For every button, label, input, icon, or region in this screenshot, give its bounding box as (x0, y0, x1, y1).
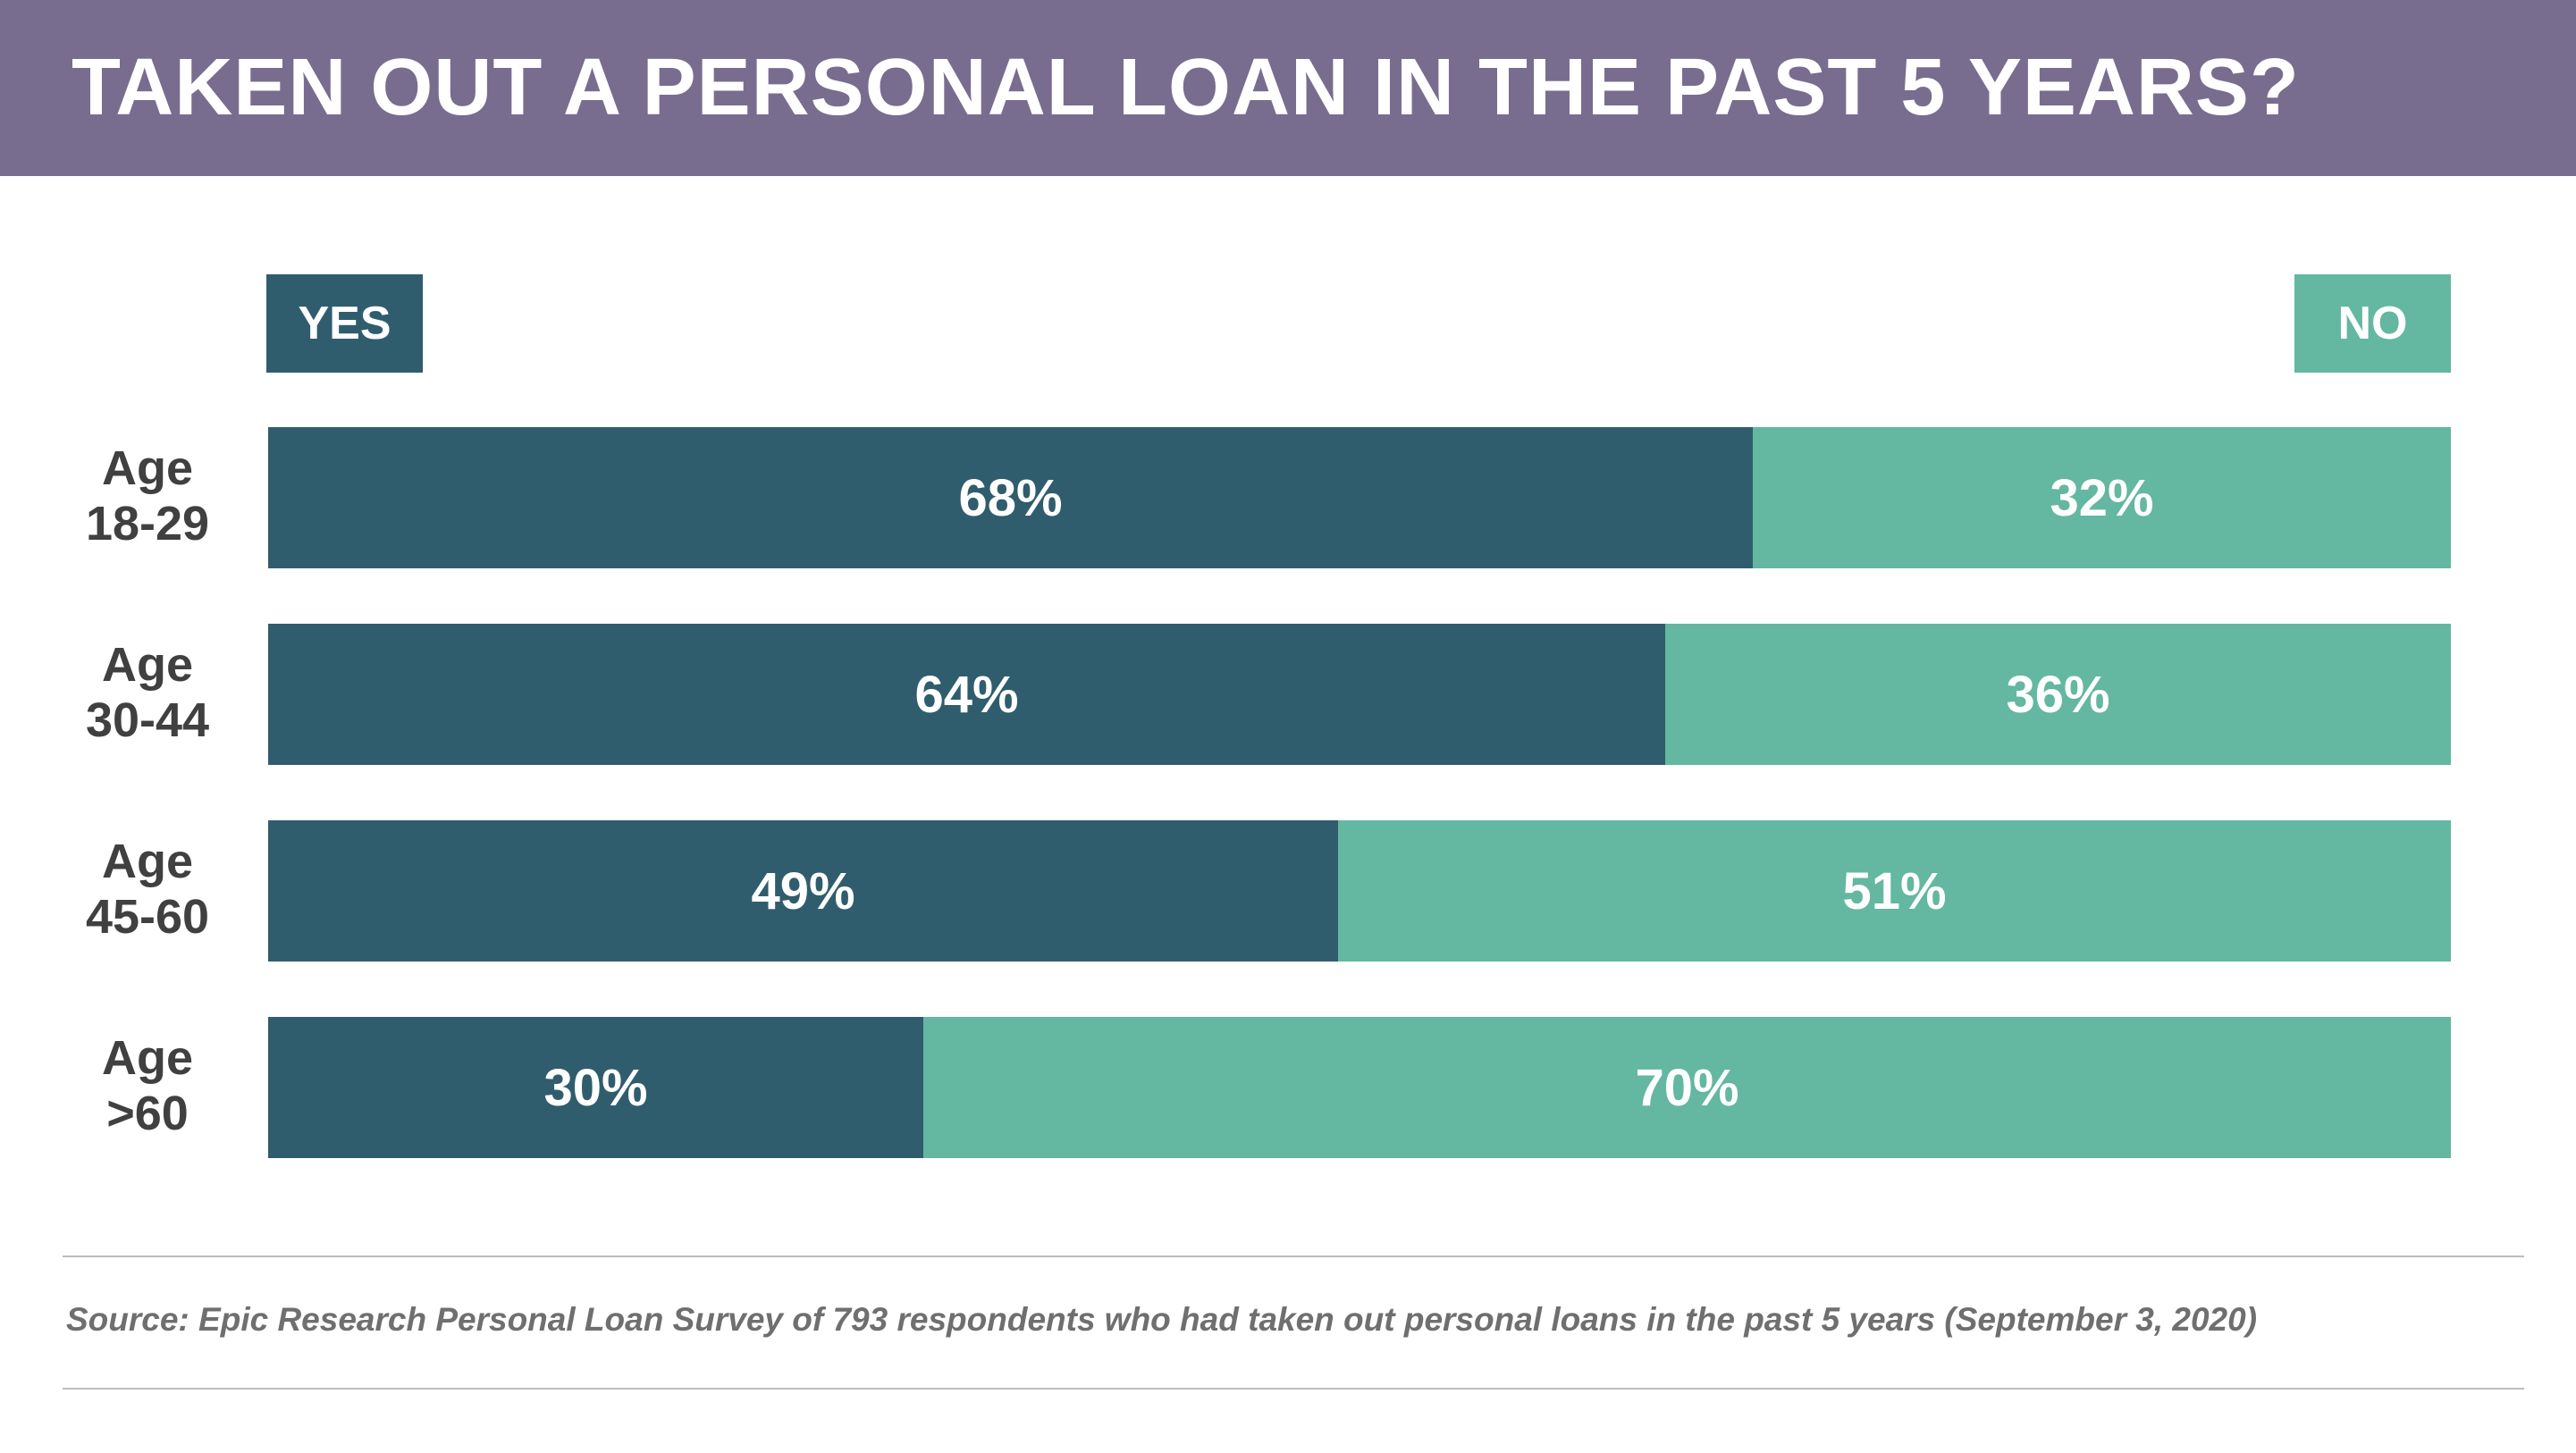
bar-yes: 49% (268, 820, 1338, 962)
bar-no: 51% (1338, 820, 2451, 962)
row-label: Age 30-44 (85, 638, 210, 747)
data-label: 30% (543, 1058, 648, 1117)
divider-top (63, 1256, 2524, 1257)
bar-no: 70% (923, 1017, 2451, 1158)
data-label: 36% (2006, 665, 2110, 724)
row-label: Age 45-60 (85, 835, 210, 944)
data-label: 68% (958, 468, 1063, 527)
legend-yes: YES (266, 274, 423, 373)
bar-no: 32% (1753, 427, 2451, 568)
source-note: Source: Epic Research Personal Loan Surv… (66, 1301, 2258, 1338)
header-banner: TAKEN OUT A PERSONAL LOAN IN THE PAST 5 … (0, 0, 2576, 176)
legend-no: NO (2294, 274, 2451, 373)
data-label: 51% (1842, 861, 1947, 920)
data-label: 70% (1635, 1058, 1739, 1117)
bar-yes: 64% (268, 624, 1665, 765)
data-label: 32% (2050, 468, 2154, 527)
bar-yes: 30% (268, 1017, 923, 1158)
chart-title: TAKEN OUT A PERSONAL LOAN IN THE PAST 5 … (72, 43, 2300, 132)
row-label: Age >60 (101, 1031, 193, 1140)
bar-no: 36% (1665, 624, 2451, 765)
row-label: Age 18-29 (85, 441, 210, 550)
data-label: 49% (751, 861, 855, 920)
data-label: 64% (914, 665, 1019, 724)
bar-yes: 68% (268, 427, 1753, 568)
divider-bottom (63, 1388, 2524, 1390)
